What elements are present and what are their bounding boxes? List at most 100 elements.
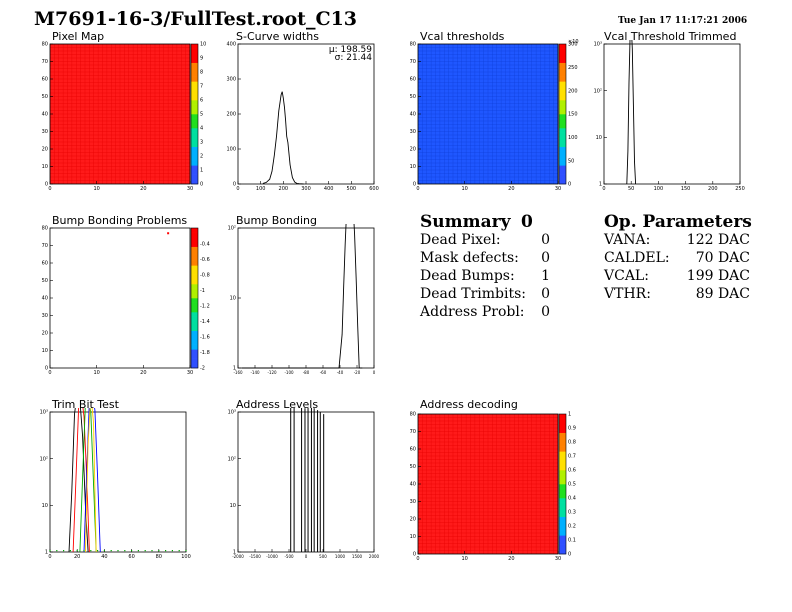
palette-cell (191, 142, 198, 147)
y-tick-label: 40 (410, 112, 416, 118)
x-tick-label: 30 (555, 186, 561, 192)
palette-cell (559, 76, 566, 82)
baseline-dot (131, 550, 133, 552)
palette-cell (559, 128, 566, 133)
palette-cell (559, 498, 566, 503)
y-tick-label: 10 (42, 164, 48, 170)
palette-cell (191, 293, 198, 299)
x-tick-label: -40 (337, 370, 344, 375)
scurve-widths-title: S-Curve widths (236, 30, 319, 43)
summary-row: Dead Bumps: 1 (420, 268, 550, 284)
palette-cell (559, 104, 566, 110)
palette-label: 0.8 (568, 440, 576, 446)
y-tick-label: 70 (410, 429, 416, 435)
palette-cell (191, 354, 198, 359)
y-tick-label: 10² (228, 226, 236, 232)
palette-cell (191, 86, 198, 91)
y-tick-label: 10³ (594, 42, 602, 48)
stat-label: μ: 198.59 (329, 45, 372, 55)
palette-cell (559, 114, 566, 119)
palette-label: 0 (200, 182, 203, 188)
palette-cell (191, 62, 198, 68)
baseline-dot (103, 550, 105, 552)
palette-cell (559, 118, 566, 124)
x-tick-label: 20 (74, 554, 80, 560)
baseline-dot (144, 550, 146, 552)
summary-label: Dead Pixel: (420, 232, 501, 248)
y-tick-label: 0 (413, 552, 416, 558)
palette-cell (191, 288, 198, 294)
palette-cell (191, 95, 198, 101)
vcal-threshold-trimmed-chart: 0 50 100 150 200 250 1 10 10² 10³ (594, 40, 745, 192)
y-tick-label: 1 (599, 182, 602, 188)
palette-cell (559, 72, 566, 77)
palette-cell (559, 451, 566, 457)
palette-label: 4 (200, 126, 203, 132)
palette-cell (191, 251, 198, 257)
palette-cell (191, 72, 198, 77)
palette-cell (559, 549, 566, 555)
baseline-dot (117, 550, 119, 552)
palette-label: -1.4 (200, 319, 210, 325)
palette-label: -1.2 (200, 303, 210, 309)
palette-cell (559, 460, 566, 466)
y-tick-label: 0 (233, 182, 236, 188)
trim-bit-test-chart: 0 20 40 60 80 100 1 10 10² 10³ (40, 408, 191, 560)
y-tick-label: 50 (410, 464, 416, 470)
x-tick-label: 0 (602, 186, 605, 192)
x-tick-label: -120 (267, 370, 277, 375)
x-tick-label: -140 (250, 370, 260, 375)
palette-cell (559, 170, 566, 175)
palette-frame (558, 413, 567, 555)
palette-cell (191, 76, 198, 82)
palette-cell (191, 326, 198, 331)
palette-cell (191, 256, 198, 261)
y-tick-label: 200 (226, 112, 236, 118)
palette-cell (191, 340, 198, 345)
palette-cell (559, 44, 566, 49)
histogram-series (241, 224, 363, 369)
baseline-dot (137, 550, 139, 552)
x-tick-label: -160 (233, 370, 243, 375)
palette-exponent: ×10 (568, 39, 579, 45)
palette-label: 8 (200, 70, 203, 76)
palette-label: 9 (200, 56, 203, 62)
x-tick-label: 2000 (369, 554, 380, 559)
palette-cell (559, 62, 566, 68)
summary-value: 0 (541, 232, 550, 248)
y-tick-label: 30 (410, 129, 416, 135)
palette-cell (191, 48, 198, 54)
op-param-label: VANA: (604, 232, 651, 248)
x-tick-label: -60 (320, 370, 327, 375)
y-tick-label: 60 (42, 77, 48, 83)
y-tick-label: 0 (45, 366, 48, 372)
palette-label: 0.5 (568, 482, 576, 488)
x-tick-label: -20 (354, 370, 361, 375)
address-levels-chart: -2000 -1500 -1000 -500 0 500 1000 1500 2000 1 10 10… (228, 408, 380, 559)
x-tick-label: 10 (461, 556, 467, 562)
palette-cell (191, 81, 198, 87)
palette-label: 0.7 (568, 454, 576, 460)
x-tick-label: 0 (305, 554, 308, 559)
x-tick-label: 0 (236, 186, 239, 192)
palette-cell (559, 544, 566, 550)
x-tick-label: 60 (128, 554, 134, 560)
palette-cell (559, 165, 566, 171)
y-tick-label: 1 (45, 550, 48, 556)
palette-cell (191, 349, 198, 355)
palette-cell (191, 132, 198, 138)
summary-heading: Summary (420, 212, 511, 232)
x-tick-label: 0 (48, 370, 51, 376)
x-tick-label: 200 (708, 186, 718, 192)
palette-cell (191, 67, 198, 73)
palette-cell (191, 265, 198, 271)
op-param-row: CALDEL: 70 DAC (604, 250, 750, 266)
vcal-thresholds-title: Vcal thresholds (420, 30, 505, 43)
x-tick-label: 200 (279, 186, 289, 192)
palette-cell (191, 237, 198, 243)
palette-frame (558, 43, 567, 185)
baseline-dot (124, 550, 126, 552)
x-tick-label: 1000 (335, 554, 346, 559)
y-tick-label: 20 (410, 517, 416, 523)
palette-cell (559, 174, 566, 180)
